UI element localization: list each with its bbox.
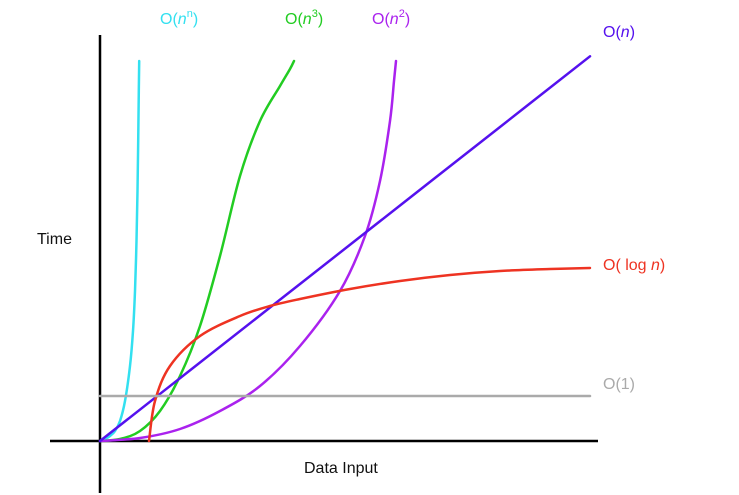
label-prefix: O( (372, 11, 390, 28)
labels-group: O(nn) O(n3) O(n2)O(n)O( log n)O(1) (160, 8, 665, 393)
curve-log-n (147, 266, 592, 443)
label-variable: n (178, 11, 187, 28)
label-suffix: ) (630, 24, 635, 41)
label-prefix: O(1) (603, 376, 635, 393)
label-variable: n (621, 24, 630, 41)
label-superscript: n (187, 8, 193, 20)
curve-n-2 (98, 59, 398, 443)
label-variable: n (651, 257, 660, 274)
curve-n (98, 55, 592, 443)
label-suffix: ) (660, 257, 665, 274)
label-prefix: O( log (603, 257, 651, 274)
label-log-n: O( log n) (603, 257, 665, 274)
label-prefix: O( (160, 11, 178, 28)
label-variable: n (303, 11, 312, 28)
label-suffix: ) (318, 11, 323, 28)
x-axis-label: Data Input (304, 460, 378, 477)
label-prefix: O( (603, 24, 621, 41)
label-superscript: 2 (399, 8, 405, 20)
label-constant: O(1) (603, 376, 635, 393)
y-axis-label: Time (37, 231, 72, 248)
label-prefix: O( (285, 11, 303, 28)
label-n: O(n) (603, 24, 635, 41)
curve-n-3 (98, 59, 296, 443)
curves-group (98, 55, 592, 443)
label-suffix: ) (405, 11, 410, 28)
label-n-3: O(n3) (285, 8, 323, 28)
label-suffix: ) (193, 11, 198, 28)
label-n-2: O(n2) (372, 8, 410, 28)
label-superscript: 3 (312, 8, 318, 20)
label-variable: n (390, 11, 399, 28)
label-n-n: O(nn) (160, 8, 198, 28)
curve-n-n (98, 59, 141, 443)
